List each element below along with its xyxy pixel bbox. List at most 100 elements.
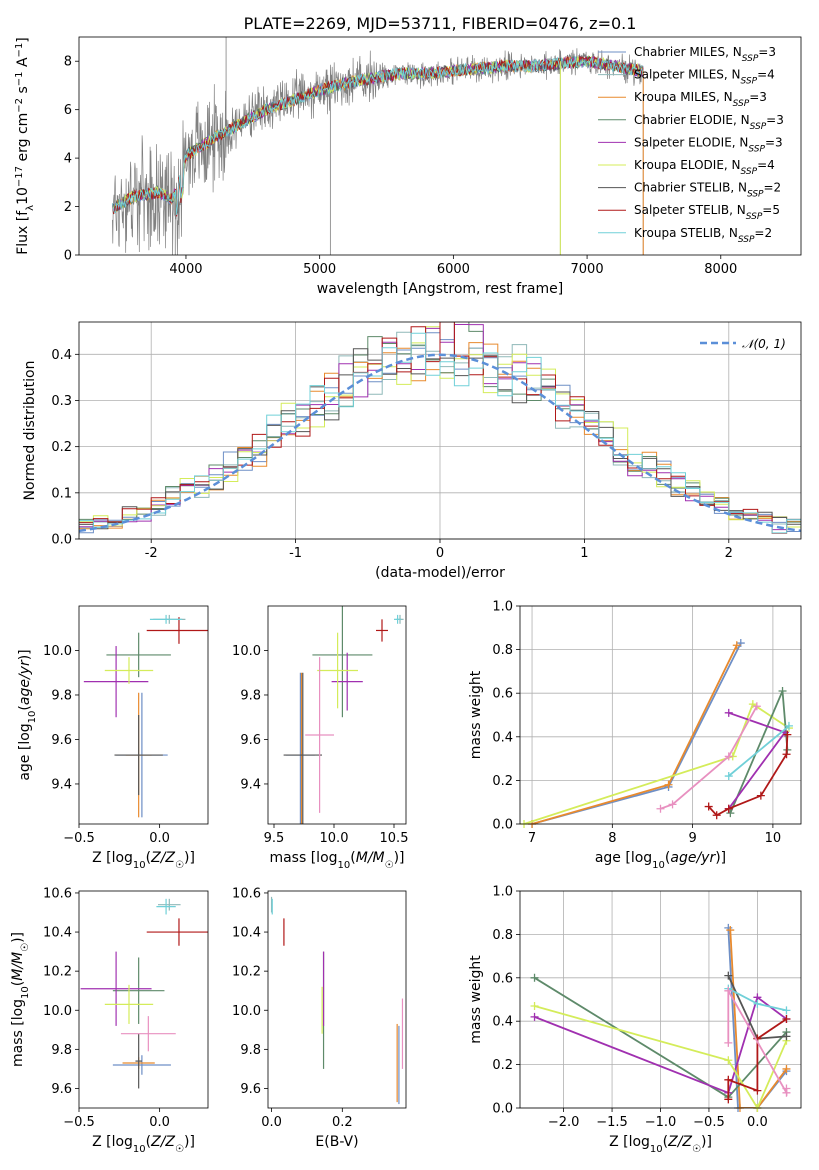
weight-point-marker bbox=[784, 721, 793, 730]
x-tick-label: −1.0 bbox=[645, 1115, 677, 1130]
label-part: Z [log bbox=[609, 1134, 650, 1150]
label-part: −2 bbox=[14, 98, 25, 113]
weight-point-marker bbox=[668, 800, 677, 809]
y-axis-label: mass weight bbox=[468, 955, 484, 1044]
weight-series-line bbox=[729, 930, 788, 1108]
y-tick-label: 0.4 bbox=[492, 730, 513, 745]
weight-point-marker bbox=[712, 811, 721, 820]
legend-subscript: SSP bbox=[733, 99, 750, 109]
x-axis-label: mass [log10(M/M☉)] bbox=[269, 850, 404, 871]
y-axis-label: age [log10(age/yr)] bbox=[17, 649, 38, 780]
y-tick-label: 0.3 bbox=[51, 394, 72, 409]
y-tick-label: 9.4 bbox=[240, 777, 261, 792]
x-tick-label: 7000 bbox=[571, 262, 604, 277]
y-tick-label: 0.0 bbox=[492, 1102, 513, 1117]
label-part: ☉ bbox=[175, 1144, 184, 1155]
x-axis-label: wavelength [Angstrom, rest frame] bbox=[317, 281, 563, 297]
label-part: −1 bbox=[14, 71, 25, 86]
legend-model-name: Chabrier MILES, N bbox=[634, 45, 742, 59]
y-tick-label: 0 bbox=[64, 249, 72, 264]
x-tick-label: −1.5 bbox=[596, 1115, 628, 1130]
legend-entry-label: Salpeter MILES, NSSP=4 bbox=[634, 68, 775, 87]
legend-subscript: SSP bbox=[742, 54, 759, 64]
legend-entry-label: Kroupa ELODIE, NSSP=4 bbox=[634, 158, 775, 177]
axes-frame bbox=[78, 605, 209, 825]
y-tick-label: 10.4 bbox=[232, 926, 261, 941]
y-tick-label: 9.8 bbox=[51, 688, 72, 703]
axes-frame bbox=[267, 605, 407, 825]
label-part: 10 bbox=[650, 1144, 663, 1155]
weight-series-line bbox=[727, 711, 787, 810]
legend-nssp: =2 bbox=[764, 181, 782, 195]
weight-point-marker bbox=[530, 973, 539, 982]
weight-point-marker bbox=[748, 700, 757, 709]
x-tick-label: −2.0 bbox=[548, 1115, 580, 1130]
x-tick-label: -1 bbox=[289, 546, 302, 561]
weight-point-marker bbox=[664, 780, 673, 789]
y-tick-label: 10.4 bbox=[43, 926, 72, 941]
y-tick-label: 9.6 bbox=[51, 1082, 72, 1097]
weight-point-marker bbox=[736, 639, 745, 648]
legend-nssp: =2 bbox=[754, 226, 772, 240]
legend-nssp: =3 bbox=[765, 135, 783, 149]
label-part: Z/Z bbox=[667, 1134, 692, 1150]
label-part: ( bbox=[146, 1134, 151, 1150]
weight-point-marker bbox=[724, 1075, 733, 1084]
legend-subscript: SSP bbox=[746, 212, 763, 222]
weight-point-marker bbox=[756, 791, 765, 800]
y-tick-label: 0.8 bbox=[492, 928, 513, 943]
y-tick-label: 10.0 bbox=[232, 644, 261, 659]
y-tick-label: 6 bbox=[64, 103, 72, 118]
y-tick-label: 2 bbox=[64, 200, 72, 215]
legend-model-name: Kroupa ELODIE, N bbox=[634, 158, 741, 172]
label-part: Z [log bbox=[92, 1134, 133, 1150]
weight-point-marker bbox=[752, 702, 761, 711]
weight-point-marker bbox=[753, 999, 762, 1008]
label-part: 10 bbox=[133, 860, 146, 871]
legend-entry-label: Kroupa STELIB, NSSP=2 bbox=[634, 226, 772, 245]
x-tick-label: 7 bbox=[528, 831, 536, 846]
legend-entry-label: Salpeter ELODIE, NSSP=3 bbox=[634, 135, 783, 154]
y-tick-label: 0.2 bbox=[492, 1058, 513, 1073]
label-part: E(B-V) bbox=[315, 1134, 358, 1150]
label-part: ] bbox=[15, 37, 31, 42]
label-part: 10 bbox=[133, 1144, 146, 1155]
x-tick-label: 6000 bbox=[437, 262, 470, 277]
y-tick-label: 10.0 bbox=[43, 644, 72, 659]
weight-point-marker bbox=[724, 1095, 733, 1104]
legend-model-name: Chabrier ELODIE, N bbox=[634, 113, 750, 127]
mass-vs-ebv-panel: 0.0 0.2 9.6 9.8 10.0 10.2 10.4 10.6 E(B-V) bbox=[232, 886, 407, 1150]
weight-point-marker bbox=[783, 730, 792, 739]
label-part: ( bbox=[10, 981, 26, 986]
label-part: wavelength [Angstrom, rest frame] bbox=[317, 281, 563, 297]
weight-point-marker bbox=[704, 802, 713, 811]
x-tick-label: 0.0 bbox=[261, 1115, 282, 1130]
weight-point-marker bbox=[732, 641, 741, 650]
label-part: Z/Z bbox=[150, 850, 175, 866]
weight-point-marker bbox=[782, 750, 791, 759]
figure-title: PLATE=2269, MJD=53711, FIBERID=0476, z=0… bbox=[244, 14, 637, 33]
label-part: λ bbox=[25, 205, 36, 211]
age-vs-metallicity-panel: −0.5 0.09.49.69.810.0Z [log10(Z/Z☉)]age [… bbox=[17, 605, 209, 871]
legend-nssp: =4 bbox=[757, 158, 775, 172]
x-tick-label: 10.5 bbox=[380, 831, 409, 846]
y-tick-label: 0.6 bbox=[492, 971, 513, 986]
label-part: Flux [f bbox=[15, 210, 31, 255]
y-axis-label: Normed distribution bbox=[22, 361, 38, 501]
label-part: 10 bbox=[20, 986, 31, 999]
weight-series-line bbox=[523, 702, 790, 824]
y-tick-label: 9.6 bbox=[240, 1082, 261, 1097]
label-part: )] bbox=[715, 850, 726, 866]
label-part: Z/Z bbox=[150, 1134, 175, 1150]
axes-frame bbox=[78, 321, 802, 540]
y-axis-label: Flux [fλ10−17 erg cm−2 s−1 A−1] bbox=[14, 37, 36, 255]
y-axis-label: mass weight bbox=[468, 670, 484, 759]
weight-point-marker bbox=[724, 1038, 733, 1047]
y-tick-label: 10.2 bbox=[43, 965, 72, 980]
spectrum-panel: 4000 5000 6000 7000 8000 0 2 4 6 8 wavelength [Ang… bbox=[14, 36, 802, 297]
label-part: ☉ bbox=[385, 860, 394, 871]
legend-subscript: SSP bbox=[741, 167, 758, 177]
y-tick-label: 9.6 bbox=[240, 733, 261, 748]
y-tick-label: 10.0 bbox=[232, 1004, 261, 1019]
label-part: 10 bbox=[15, 187, 31, 205]
